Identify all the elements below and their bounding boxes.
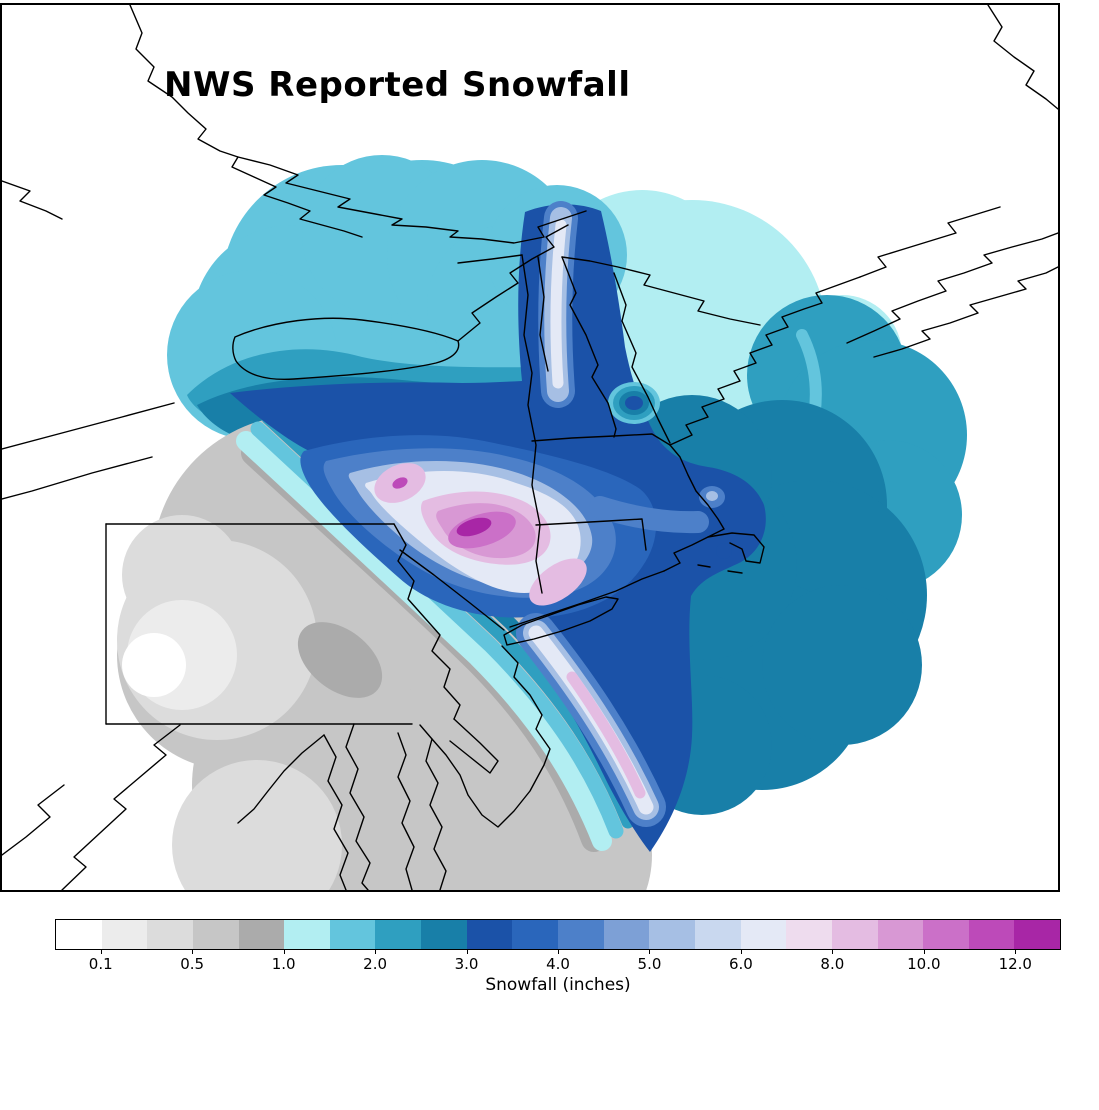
colorbar-cells [55, 919, 1061, 950]
st-lawrence-river [457, 224, 569, 342]
colorbar-tick-label: 5.0 [637, 955, 662, 973]
lake-erie-north-shore [2, 402, 175, 450]
gulf-coast-corner [987, 5, 1058, 110]
colorbar-tick-mark [740, 950, 742, 954]
colorbar-cell [147, 920, 193, 949]
colorbar-tick-mark [100, 950, 102, 954]
delaware-river [393, 523, 461, 720]
long-island [503, 596, 619, 646]
colorbar-tick-label: 0.1 [88, 955, 113, 973]
ny-newengland-border [521, 254, 543, 594]
lake-ontario [232, 317, 460, 381]
colorbar-cell [877, 920, 924, 949]
colorbar-cell [466, 920, 513, 949]
colorbar-cell [375, 920, 422, 949]
nova-scotia-south [873, 266, 1058, 358]
colorbar-tick-mark [923, 950, 925, 954]
chesapeake-east [345, 723, 371, 890]
nj-coast [419, 645, 551, 828]
delmarva-west [397, 732, 415, 890]
colorbar-tick-mark [192, 950, 194, 954]
colorbar-tick-label: 3.0 [454, 955, 479, 973]
colorbar-cell [421, 920, 467, 949]
va-wv-border-1 [61, 724, 181, 890]
colorbar-cell [786, 920, 832, 949]
colorbar-cell [968, 920, 1015, 949]
colorbar-cell [192, 920, 239, 949]
state-borders-coastlines [2, 5, 1058, 890]
nova-scotia-north [846, 232, 1058, 344]
colorbar-tick-label: 4.0 [546, 955, 570, 973]
colorbar-label: Snowfall (inches) [485, 975, 631, 995]
colorbar-cell [1014, 920, 1061, 949]
nj-ny-border [399, 549, 505, 631]
quebec-maine-border [561, 256, 761, 326]
colorbar-cell [238, 920, 285, 949]
ny-canada-border [457, 254, 523, 264]
ct-coast [509, 570, 665, 628]
georgian-bay-jag [2, 180, 63, 220]
colorbar-cell [284, 920, 330, 949]
ma-ct-ri-borders [535, 518, 647, 551]
colorbar-tick-label: 8.0 [820, 955, 845, 973]
colorbar-ticks: 0.1 0.5 1.0 2.0 3.0 4.0 5.0 6.0 8.0 10.0 12.0 [55, 950, 1061, 974]
ma-north-border [531, 433, 671, 446]
colorbar-tick-label: 2.0 [363, 955, 388, 973]
contour-fills [117, 155, 967, 890]
new-brunswick-coast [859, 206, 1001, 278]
colorbar-cell [740, 920, 787, 949]
colorbar-cell [694, 920, 741, 949]
islands [697, 564, 743, 574]
colorbar-cell [831, 920, 878, 949]
delaware-bay [449, 718, 499, 774]
colorbar-tick-mark [375, 950, 377, 954]
colorbar-cell [558, 920, 604, 949]
colorbar-tick-label: 0.5 [180, 955, 205, 973]
lake-erie-south-shore [2, 456, 153, 500]
nh-me-border [613, 272, 671, 444]
map-title: NWS Reported Snowfall [164, 65, 631, 105]
colorbar-cell [56, 920, 102, 949]
colorbar-cell [101, 920, 148, 949]
colorbar-tick-mark [1015, 950, 1017, 954]
colorbar-tick-mark [649, 950, 651, 954]
colorbar-cell [603, 920, 650, 949]
ri-ma-coast [663, 444, 725, 572]
colorbar-cell [923, 920, 969, 949]
colorbar-tick-label: 12.0 [998, 955, 1032, 973]
colorbar-tick-mark [558, 950, 559, 954]
colorbar-tick-mark [283, 950, 285, 954]
colorbar-tick-mark [832, 950, 834, 954]
colorbar-cell [329, 920, 376, 949]
colorbar-cell [512, 920, 559, 949]
colorbar: 0.1 0.5 1.0 2.0 3.0 4.0 5.0 6.0 8.0 10.0 12.0 Snow… [55, 919, 1061, 995]
va-wv-border-2 [2, 784, 65, 856]
colorbar-tick-label: 10.0 [907, 955, 941, 973]
colorbar-cell [649, 920, 695, 949]
potomac [237, 734, 325, 824]
cape-cod [707, 532, 765, 564]
vt-nh-border [561, 256, 617, 438]
colorbar-tick-label: 1.0 [271, 955, 296, 973]
map-frame: NWS Reported Snowfall [0, 3, 1060, 892]
chesapeake-west [323, 734, 349, 890]
colorbar-tick-mark [466, 950, 468, 954]
colorbar-tick-label: 6.0 [728, 955, 753, 973]
delmarva-east [425, 738, 447, 890]
maine-coast [669, 276, 861, 446]
snowfall-contour-map [2, 5, 1058, 890]
lake-champlain [537, 256, 549, 372]
ottawa-river-line [237, 156, 587, 244]
